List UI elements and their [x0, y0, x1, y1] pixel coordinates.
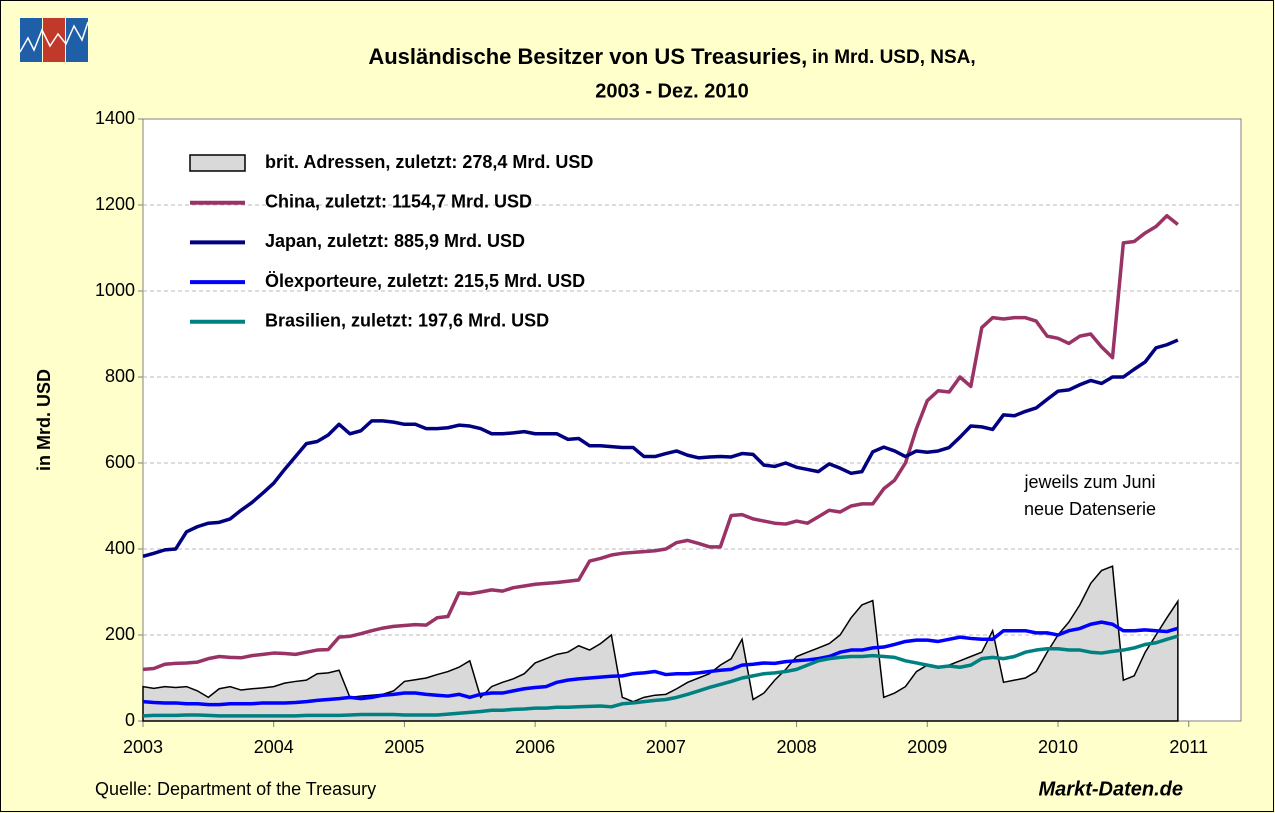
line — [142, 338, 1179, 558]
area — [142, 565, 1179, 722]
y-tick-label: 1400 — [95, 108, 135, 128]
legend-label: China, zuletzt: 1154,7 Mrd. USD — [265, 191, 532, 211]
source: Quelle: Department of the Treasury — [95, 779, 376, 799]
legend-label: brit. Adressen, zuletzt: 278,4 Mrd. USD — [265, 152, 593, 172]
title-line2: 2003 - Dez. 2010 — [595, 80, 748, 102]
legend-label: Brasilien, zuletzt: 197,6 Mrd. USD — [265, 311, 549, 331]
title-main: Ausländische Besitzer von US Treasuries, — [368, 44, 807, 69]
logo — [19, 18, 89, 62]
y-tick-label: 1200 — [95, 194, 135, 214]
y-tick-label: 1000 — [95, 280, 135, 300]
x-tick-label: 2008 — [777, 737, 817, 757]
x-tick-label: 2003 — [123, 737, 163, 757]
brand: Markt-Daten.de — [1039, 778, 1183, 800]
x-tick-label: 2007 — [646, 737, 686, 757]
y-tick-label: 200 — [105, 624, 135, 644]
x-tick-label: 2009 — [907, 737, 947, 757]
title-sub: in Mrd. USD, NSA, — [812, 47, 976, 68]
chart-title: Ausländische Besitzer von US Treasuries,… — [368, 44, 975, 69]
legend-label: Ölexporteure, zuletzt: 215,5 Mrd. USD — [265, 271, 585, 291]
y-tick-label: 400 — [105, 538, 135, 558]
y-tick-label: 0 — [125, 710, 135, 730]
x-tick-label: 2004 — [254, 737, 294, 757]
x-tick-label: 2005 — [384, 737, 424, 757]
y-tick-label: 600 — [105, 452, 135, 472]
y-axis-label: in Mrd. USD — [34, 369, 54, 471]
annotation: jeweils zum Juni — [1023, 472, 1155, 492]
legend-label: Japan, zuletzt: 885,9 Mrd. USD — [265, 231, 525, 251]
x-tick-label: 2010 — [1038, 737, 1078, 757]
y-tick-label: 800 — [105, 366, 135, 386]
legend-swatch — [189, 154, 246, 172]
annotation: neue Datenserie — [1024, 499, 1156, 519]
plot-area — [142, 118, 1242, 722]
line — [142, 634, 1179, 718]
x-tick-label: 2011 — [1169, 737, 1208, 757]
line — [142, 620, 1179, 707]
x-tick-label: 2006 — [515, 737, 555, 757]
line — [142, 214, 1179, 672]
